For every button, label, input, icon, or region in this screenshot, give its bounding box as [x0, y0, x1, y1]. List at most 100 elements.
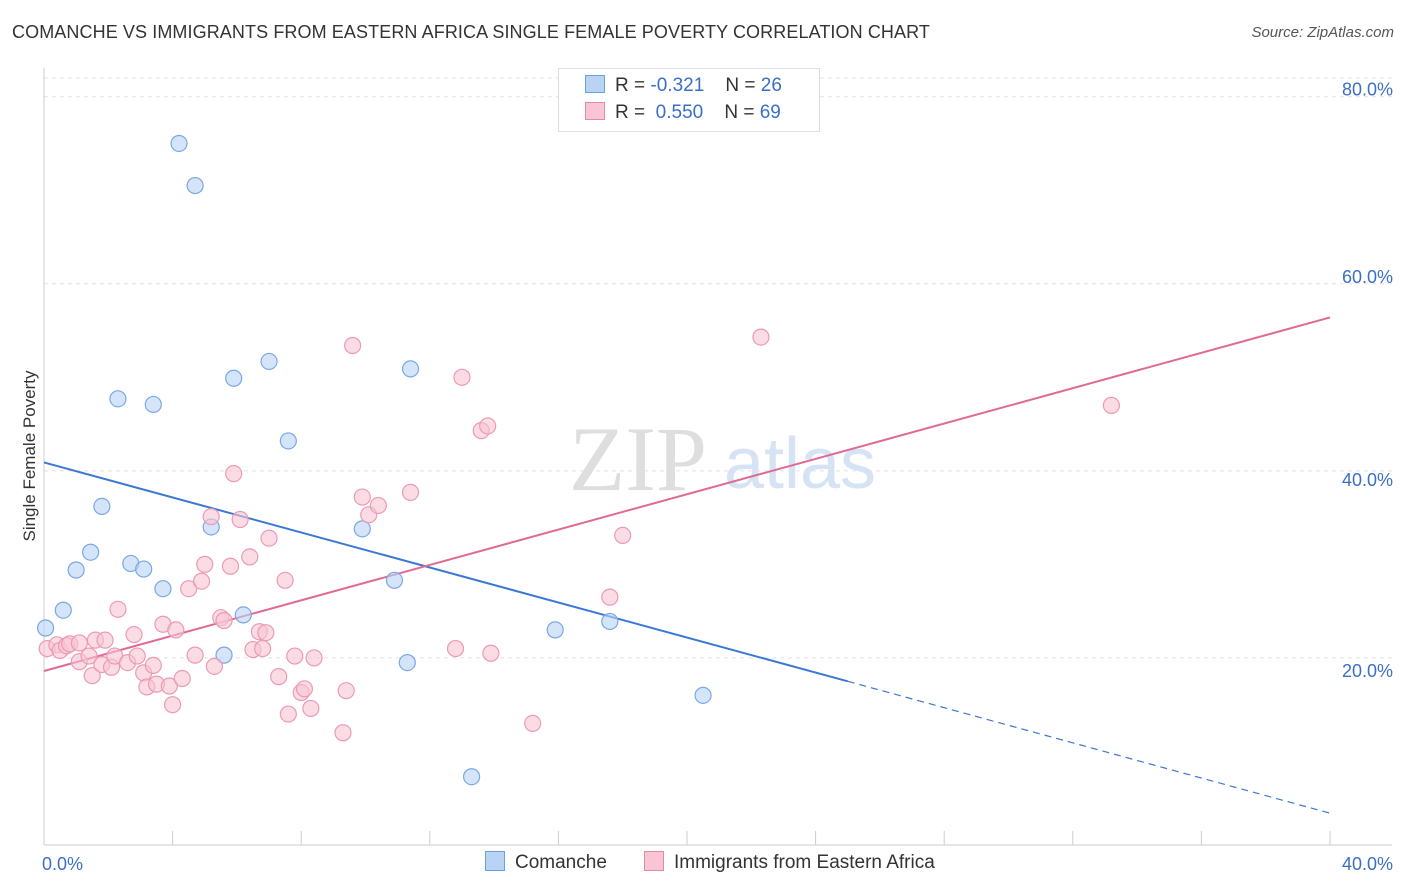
series-legend-comanche[interactable]: Comanche — [485, 850, 607, 874]
legend-n-value-comanche: 26 — [760, 75, 782, 96]
series-label-comanche: Comanche — [515, 852, 607, 873]
source-credit: Source: ZipAtlas.com — [1251, 24, 1394, 41]
legend-r-value-eastern-africa: 0.550 — [655, 102, 704, 123]
data-point — [295, 680, 314, 698]
data-point — [286, 647, 304, 665]
tick-labels: 20.0% 40.0% 60.0% 80.0% 0.0% 40.0% — [42, 80, 1393, 874]
data-point — [215, 611, 233, 630]
data-point — [241, 548, 259, 566]
trend-extension-comanche — [847, 680, 1331, 814]
x-tick-label: 40.0% — [1342, 854, 1393, 874]
data-point — [369, 496, 387, 515]
data-point — [337, 682, 355, 700]
data-point — [446, 639, 465, 658]
data-point — [54, 601, 72, 619]
data-point — [205, 657, 223, 675]
legend-r-label: R = — [615, 102, 646, 123]
trend-lines — [43, 316, 1331, 814]
y-tick-label: 60.0% — [1342, 267, 1393, 287]
data-point — [231, 510, 249, 529]
y-tick-label: 40.0% — [1342, 470, 1393, 490]
data-point — [305, 649, 323, 667]
data-point — [694, 686, 712, 704]
data-point — [398, 654, 416, 672]
data-point — [401, 483, 420, 501]
legend-row-eastern-africa: R = 0.550 N = 69 — [585, 101, 781, 126]
data-point — [225, 465, 243, 483]
data-point — [334, 724, 352, 742]
data-point — [401, 360, 420, 378]
data-point — [202, 508, 220, 526]
legend-r-value-comanche: -0.321 — [650, 75, 705, 96]
watermark: ZIP atlas — [569, 408, 876, 510]
data-point — [270, 668, 288, 686]
data-point — [80, 647, 98, 665]
trend-line-eastern-africa — [43, 316, 1331, 672]
legend-n-label: N = — [725, 75, 756, 96]
data-point — [614, 526, 632, 544]
data-point — [479, 417, 497, 435]
data-point — [279, 705, 297, 723]
data-point — [344, 336, 362, 355]
data-point — [260, 352, 278, 371]
gridlines — [44, 77, 1392, 659]
data-point — [135, 560, 153, 578]
y-axis-label: Single Female Poverty — [20, 370, 39, 542]
data-point — [173, 669, 191, 688]
data-point — [186, 646, 204, 664]
data-point — [353, 520, 371, 538]
data-point — [260, 529, 278, 547]
data-point — [225, 369, 243, 387]
legend-n-value-eastern-africa: 69 — [759, 102, 781, 123]
chart-title: COMANCHE VS IMMIGRANTS FROM EASTERN AFRI… — [12, 22, 931, 42]
data-point — [180, 580, 198, 598]
data-point — [144, 656, 162, 675]
data-point — [144, 395, 162, 414]
series-points-comanche — [37, 134, 712, 786]
data-point — [125, 625, 143, 644]
data-point — [752, 328, 770, 346]
data-point — [167, 621, 185, 639]
axes — [43, 68, 1392, 846]
data-point — [83, 667, 101, 685]
data-point — [196, 555, 214, 573]
data-point — [154, 580, 172, 598]
legend-row-comanche: R = -0.321 N = 26 — [585, 74, 782, 99]
data-point — [160, 677, 178, 695]
data-point — [221, 557, 240, 575]
data-points — [37, 134, 1120, 786]
data-point — [128, 647, 146, 665]
x-tick-label: 0.0% — [42, 854, 83, 874]
correlation-legend: R = -0.321 N = 26 R = 0.550 N = 69 — [558, 68, 820, 132]
data-point — [67, 561, 85, 579]
data-point — [109, 600, 127, 618]
data-point — [82, 543, 100, 561]
legend-r-label: R = — [615, 75, 646, 96]
data-point — [109, 390, 127, 408]
data-point — [1102, 396, 1120, 414]
data-point — [186, 176, 204, 195]
data-point — [170, 134, 188, 153]
series-label-eastern-africa: Immigrants from Eastern Africa — [674, 852, 935, 873]
series-legend-eastern-africa[interactable]: Immigrants from Eastern Africa — [644, 850, 935, 874]
data-point — [453, 368, 471, 386]
data-point — [192, 572, 211, 590]
data-point — [353, 488, 371, 506]
series-swatch-eastern-africa — [644, 850, 664, 871]
watermark-zip: ZIP — [569, 408, 707, 510]
legend-swatch-eastern-africa — [585, 101, 605, 120]
data-point — [482, 644, 500, 662]
data-point — [93, 497, 111, 515]
data-point — [257, 624, 275, 642]
data-point — [462, 768, 481, 786]
data-point — [164, 696, 182, 714]
data-point — [234, 606, 252, 624]
data-point — [254, 639, 272, 658]
y-tick-label: 80.0% — [1342, 80, 1393, 100]
data-point — [96, 631, 114, 649]
data-point — [601, 612, 619, 631]
data-point — [37, 619, 55, 637]
data-point — [279, 432, 297, 450]
data-point — [546, 621, 564, 639]
data-point — [601, 588, 619, 606]
